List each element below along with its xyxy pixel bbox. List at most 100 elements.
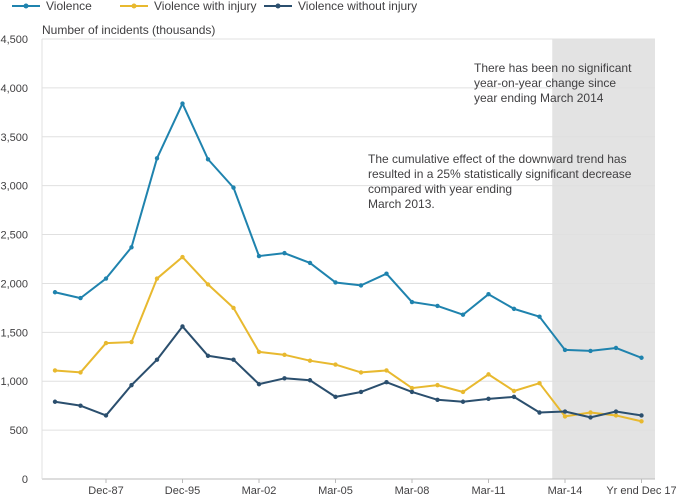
data-point: [256, 381, 262, 387]
y-tick-label: 3,000: [0, 181, 28, 193]
y-tick-label: 1,500: [0, 327, 28, 339]
annotation-line: There has been no significant: [474, 61, 632, 75]
data-point: [78, 295, 83, 301]
series-0: [52, 101, 644, 360]
annotation-line: The cumulative effect of the downward tr…: [368, 152, 627, 166]
data-point: [307, 378, 313, 383]
data-point: [639, 413, 644, 418]
legend-label: Violence: [46, 0, 92, 13]
data-point: [205, 157, 211, 162]
data-point: [52, 368, 58, 373]
shaded-region: [552, 39, 655, 479]
data-point: [78, 403, 83, 408]
data-point: [333, 280, 338, 285]
annotation: The cumulative effect of the downward tr…: [368, 152, 632, 211]
data-point: [78, 370, 83, 375]
data-point: [460, 389, 466, 395]
data-point: [231, 357, 236, 362]
y-tick-label: 2,500: [0, 230, 28, 242]
data-point: [588, 415, 593, 420]
legend-label: Violence without injury: [298, 0, 417, 13]
x-tick-label: Dec-87: [88, 485, 123, 497]
data-point: [129, 382, 134, 388]
data-point: [333, 362, 338, 367]
data-point: [180, 254, 185, 260]
data-point: [231, 305, 236, 311]
data-point: [282, 352, 287, 358]
x-tick-label: Mar-11: [471, 485, 505, 497]
data-point: [384, 380, 389, 385]
data-point: [180, 324, 185, 329]
y-tick-label: 2,000: [0, 278, 28, 290]
data-point: [231, 185, 236, 190]
data-point: [358, 283, 364, 288]
data-point: [639, 355, 644, 360]
data-point: [256, 349, 262, 355]
data-point: [103, 340, 109, 346]
data-point: [358, 370, 364, 375]
data-point: [333, 394, 338, 400]
legend-item: Violence without injury: [264, 0, 417, 13]
annotation-line: year-on-year change since: [474, 76, 616, 90]
data-point: [537, 314, 542, 319]
series-line: [54, 325, 642, 419]
data-point: [180, 101, 185, 106]
x-tick-label: Mar-14: [548, 485, 583, 497]
data-point: [562, 347, 568, 353]
x-tick-label: Yr end Dec 17: [606, 485, 676, 497]
legend-marker: [275, 3, 281, 9]
y-tick-label: 1,000: [0, 376, 28, 388]
data-point: [486, 396, 491, 402]
annotation-line: year ending March 2014: [474, 91, 604, 105]
x-tick-label: Mar-02: [242, 485, 277, 497]
data-point: [307, 260, 313, 266]
data-point: [129, 339, 134, 345]
data-point: [282, 250, 287, 256]
data-point: [511, 388, 517, 394]
data-point: [103, 413, 109, 418]
data-point: [588, 410, 593, 415]
data-point: [52, 290, 58, 295]
annotation-line: resulted in a 25% statistically signific…: [368, 167, 632, 181]
data-point: [409, 389, 415, 395]
data-point: [154, 156, 160, 161]
data-point: [562, 414, 568, 419]
data-point: [613, 413, 619, 418]
data-point: [154, 357, 160, 362]
data-point: [384, 271, 389, 276]
data-point: [486, 292, 491, 297]
data-point: [639, 419, 644, 424]
annotation-line: March 2013.: [368, 197, 435, 211]
data-point: [537, 380, 542, 386]
data-point: [460, 399, 466, 404]
data-point: [205, 353, 211, 358]
data-point: [154, 276, 160, 281]
data-point: [435, 397, 440, 402]
legend-item: Violence with injury: [120, 0, 257, 13]
series-2: [52, 324, 644, 420]
data-point: [307, 358, 313, 363]
data-point: [282, 376, 287, 381]
legend-marker: [131, 3, 137, 9]
data-point: [256, 253, 262, 259]
y-tick-label: 500: [10, 425, 28, 437]
x-tick-label: Mar-08: [395, 485, 430, 497]
data-point: [52, 399, 58, 404]
data-point: [562, 409, 568, 414]
data-point: [129, 245, 134, 250]
annotation-line: compared with year ending: [368, 182, 512, 196]
data-point: [435, 382, 440, 388]
data-point: [103, 276, 109, 281]
data-point: [613, 345, 619, 351]
data-point: [409, 299, 415, 305]
x-tick-label: Mar-05: [318, 485, 353, 497]
y-tick-label: 0: [22, 474, 28, 486]
data-point: [358, 389, 364, 395]
data-point: [409, 385, 415, 391]
x-tick-label: Dec-95: [165, 485, 200, 497]
y-tick-label: 3,500: [0, 132, 28, 144]
data-point: [613, 409, 619, 414]
legend-item: Violence: [12, 0, 92, 13]
data-point: [537, 410, 542, 415]
data-point: [511, 306, 517, 312]
